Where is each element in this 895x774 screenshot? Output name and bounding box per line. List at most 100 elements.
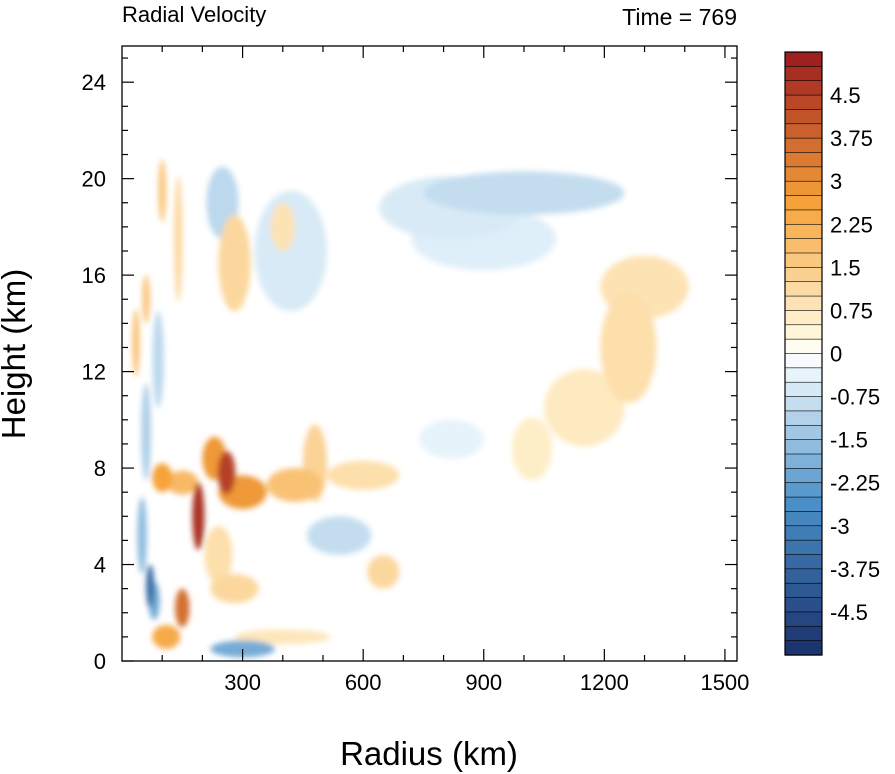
colorbar-bin	[784, 367, 823, 383]
colorbar-tick-label: 0.75	[830, 298, 873, 323]
chart-title: Radial Velocity	[122, 2, 266, 27]
velocity-feature	[158, 159, 167, 223]
colorbar-bin	[784, 66, 823, 82]
colorbar-bin	[784, 468, 823, 484]
y-tick-label: 4	[94, 553, 106, 578]
velocity-feature	[132, 308, 140, 377]
velocity-feature	[600, 292, 657, 403]
colorbar-tick-label: -0.75	[830, 385, 880, 410]
colorbar-bin	[784, 640, 823, 656]
velocity-feature	[511, 417, 553, 481]
colorbar-bin	[784, 324, 823, 340]
colorbar-bin	[784, 482, 823, 498]
x-axis-label: Radius (km)	[340, 735, 518, 772]
velocity-feature	[266, 468, 323, 502]
colorbar-bin	[784, 439, 823, 455]
velocity-feature	[254, 190, 327, 312]
colorbar-bin	[784, 109, 823, 125]
colorbar-bin	[784, 310, 823, 326]
colorbar-bin	[784, 611, 823, 627]
velocity-feature	[544, 369, 625, 447]
chart-subtitle: Time = 769	[622, 4, 737, 30]
velocity-feature	[141, 383, 151, 481]
velocity-feature	[306, 516, 372, 555]
velocity-feature	[142, 275, 151, 324]
colorbar-tick-label: -2.25	[830, 471, 880, 496]
velocity-feature	[218, 214, 251, 312]
colorbar-tick-label: 1.5	[830, 255, 861, 280]
colorbar-bin	[784, 281, 823, 297]
colorbar-bin	[784, 511, 823, 527]
colorbar-bin	[784, 94, 823, 111]
colorbar-tick-label: -1.5	[830, 428, 868, 453]
velocity-feature	[210, 574, 259, 604]
y-tick-label: 24	[82, 70, 106, 95]
plot-frame	[121, 45, 738, 662]
velocity-feature	[327, 460, 400, 490]
velocity-feature	[234, 629, 332, 645]
colorbar-bin	[784, 80, 823, 96]
colorbar-bin	[784, 252, 823, 268]
colorbar-bin	[784, 209, 823, 225]
data-field	[132, 159, 689, 658]
colorbar-tick-label: -3.75	[830, 557, 880, 582]
colorbar-bin	[784, 453, 823, 469]
colorbar-bin	[784, 568, 823, 584]
colorbar-frame	[784, 51, 823, 656]
colorbar-bin	[784, 238, 823, 254]
colorbar-tick-label: 3	[830, 169, 842, 194]
x-tick-label: 1200	[580, 670, 629, 695]
colorbar-bin	[784, 338, 823, 355]
colorbar-bin	[784, 152, 823, 168]
y-tick-label: 20	[82, 167, 106, 192]
x-tick-label: 600	[345, 670, 382, 695]
y-tick-label: 16	[82, 263, 106, 288]
colorbar-bin	[784, 137, 823, 154]
colorbar-bin	[784, 166, 823, 182]
velocity-feature	[174, 176, 183, 302]
velocity-feature	[217, 451, 236, 495]
colorbar-bin	[784, 582, 823, 599]
colorbar-tick-label: 3.75	[830, 126, 873, 151]
x-axis-ticks: 300 600 900 1200 1500	[161, 46, 749, 695]
colorbar-bin	[784, 597, 823, 613]
velocity-feature	[419, 419, 484, 459]
colorbar-bin	[784, 223, 823, 240]
velocity-feature	[423, 171, 625, 215]
colorbar-tick-label: 4.5	[830, 83, 861, 108]
colorbar-bin	[784, 539, 823, 556]
x-tick-label: 300	[224, 670, 261, 695]
velocity-feature	[367, 554, 400, 589]
y-tick-label: 12	[82, 360, 106, 385]
y-axis-label: Height (km)	[0, 269, 32, 440]
velocity-feature	[175, 588, 190, 628]
velocity-feature	[192, 482, 205, 551]
velocity-feature	[270, 202, 295, 251]
colorbar-bin	[784, 123, 823, 139]
velocity-feature	[152, 311, 164, 408]
velocity-feature	[210, 640, 275, 658]
velocity-feature	[146, 564, 155, 608]
velocity-feature	[204, 525, 233, 584]
x-tick-label: 900	[465, 670, 502, 695]
colorbar-labels: 4.5 3.75 3 2.25 1.5 0.75 0 -0.75 -1.5 -2.25 -3 -3.7…	[830, 83, 880, 625]
y-tick-label: 8	[94, 456, 106, 481]
colorbar-tick-label: -3	[830, 514, 850, 539]
colorbar-bin	[784, 180, 823, 197]
colorbar-tick-label: -4.5	[830, 600, 868, 625]
colorbar-tick-label: 2.25	[830, 212, 873, 237]
velocity-feature	[137, 497, 147, 575]
x-tick-label: 1500	[700, 670, 749, 695]
colorbar-bin	[784, 410, 823, 426]
y-axis-ticks: 0 4 8 12 16 20 24	[82, 57, 737, 674]
velocity-feature	[152, 463, 173, 493]
colorbar-bin	[784, 195, 823, 211]
colorbar-bin	[784, 267, 823, 283]
colorbar-bin	[784, 554, 823, 570]
colorbar-bin	[784, 625, 823, 642]
y-tick-label: 0	[94, 649, 106, 674]
velocity-feature	[152, 624, 181, 649]
colorbar-bin	[784, 51, 823, 67]
colorbar-bin	[784, 525, 823, 541]
